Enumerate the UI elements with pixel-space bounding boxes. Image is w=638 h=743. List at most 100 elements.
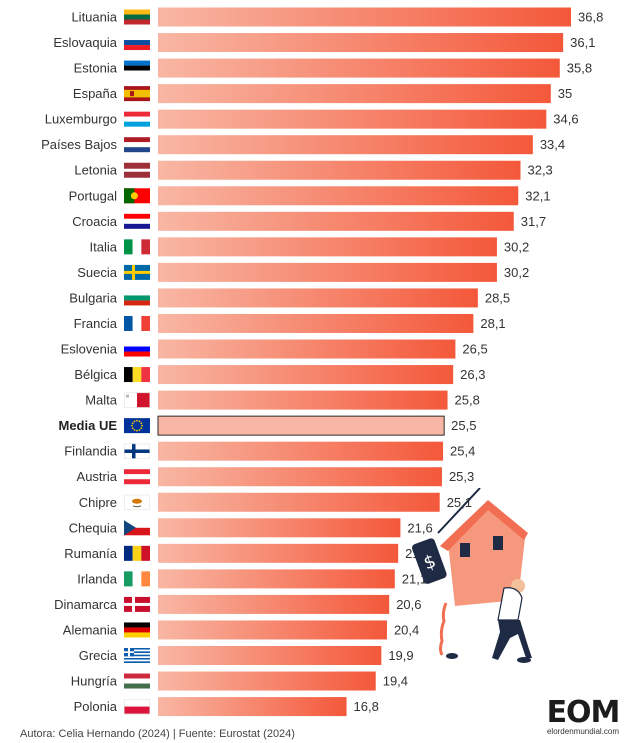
category-label: Austria (77, 469, 118, 484)
value-label: 19,9 (388, 648, 413, 663)
flag-icon-lv (124, 162, 150, 178)
category-label: Rumanía (64, 546, 118, 561)
flag-icon-cz (124, 520, 150, 536)
flag-icon-hu (124, 673, 150, 689)
flag-icon-dk (124, 596, 150, 612)
flag-icon-it (124, 239, 150, 255)
value-label: 36,8 (578, 10, 603, 25)
category-label: Malta (85, 393, 118, 408)
category-label: Italia (90, 239, 118, 254)
flag-icon-cy (124, 494, 150, 510)
category-label: Hungría (71, 674, 118, 689)
category-label: Chequia (69, 520, 118, 535)
flag-icon-sk (124, 35, 150, 51)
value-label: 26,5 (462, 342, 487, 357)
value-label: 30,2 (504, 265, 529, 280)
value-label: 34,6 (553, 112, 578, 127)
house-burden-illustration: $ (400, 487, 535, 663)
bar (158, 646, 382, 665)
category-label: Finlandia (64, 444, 118, 459)
value-label: 36,1 (570, 35, 595, 50)
flag-icon-ie (124, 571, 150, 587)
value-label: 19,4 (383, 674, 408, 689)
category-label: Países Bajos (41, 137, 117, 152)
value-label: 20,4 (394, 622, 419, 637)
category-label: Francia (74, 316, 118, 331)
bar (158, 262, 497, 282)
value-label: 21,1 (402, 571, 427, 586)
value-label: 20,6 (396, 597, 421, 612)
bar (158, 441, 444, 461)
category-label: Suecia (77, 265, 118, 280)
bar (158, 7, 571, 27)
bar (158, 33, 564, 53)
bar-highlight (157, 415, 445, 436)
bar (158, 569, 395, 589)
bar (158, 620, 387, 640)
bar (158, 390, 448, 410)
category-label: Irlanda (77, 571, 118, 586)
flag-icon-hr (124, 213, 150, 229)
bar (158, 365, 454, 385)
logo-mark: EOM (546, 695, 621, 730)
category-label: Bulgaria (69, 290, 117, 305)
category-label: Estonia (74, 61, 118, 76)
flag-icon-be (124, 367, 150, 383)
category-label: Alemania (63, 622, 118, 637)
value-label: 33,4 (540, 137, 565, 152)
bar (158, 313, 474, 333)
bar (158, 288, 478, 308)
category-label: Portugal (69, 188, 118, 203)
bar (158, 186, 519, 206)
flag-icon-at (124, 469, 150, 485)
flag-icon-fi (124, 443, 150, 459)
bar (158, 84, 551, 104)
value-label: 21,6 (407, 520, 432, 535)
flag-icon-de (124, 622, 150, 638)
value-label: 26,3 (460, 367, 485, 382)
brand-logo[interactable]: EOM elordenmundial.com (533, 697, 633, 741)
category-label: Chipre (79, 495, 117, 510)
value-label: 31,7 (521, 214, 546, 229)
category-label: Grecia (79, 648, 118, 663)
bar (158, 671, 376, 691)
flag-icon-gr (124, 648, 150, 663)
flag-icon-eu (124, 418, 150, 434)
bar (158, 594, 390, 614)
value-label: 25,1 (447, 495, 472, 510)
bar (158, 492, 440, 512)
bar (158, 339, 456, 359)
bar (158, 135, 533, 155)
category-label: Media UE (58, 418, 117, 433)
flag-icon-es (124, 86, 150, 102)
bar (158, 518, 401, 538)
flag-icon-ro (124, 545, 150, 561)
value-label: 25,8 (455, 393, 480, 408)
flag-icon-lt (124, 9, 150, 25)
bar (158, 109, 547, 129)
bar (158, 543, 399, 563)
value-label: 32,3 (527, 163, 552, 178)
category-label: Dinamarca (54, 597, 118, 612)
category-label: España (73, 86, 118, 101)
value-label: 28,1 (480, 316, 505, 331)
value-label: 32,1 (525, 188, 550, 203)
flag-icon-ee (124, 60, 150, 76)
value-label: 25,5 (451, 418, 476, 433)
category-label: Polonia (74, 699, 118, 714)
flag-icon-mt (124, 392, 150, 408)
value-label: 25,4 (450, 444, 475, 459)
value-label: 30,2 (504, 239, 529, 254)
bar (158, 237, 497, 257)
category-label: Luxemburgo (45, 112, 117, 127)
bar (158, 467, 442, 487)
flag-icon-si (124, 341, 150, 357)
value-label: 28,5 (485, 290, 510, 305)
bar (158, 58, 560, 78)
flag-icon-se (124, 264, 150, 280)
bar (158, 697, 347, 717)
footer-credit: Autora: Celia Hernando (2024) | Fuente: … (20, 728, 295, 740)
value-label: 35,8 (567, 61, 592, 76)
category-label: Eslovenia (61, 342, 118, 357)
